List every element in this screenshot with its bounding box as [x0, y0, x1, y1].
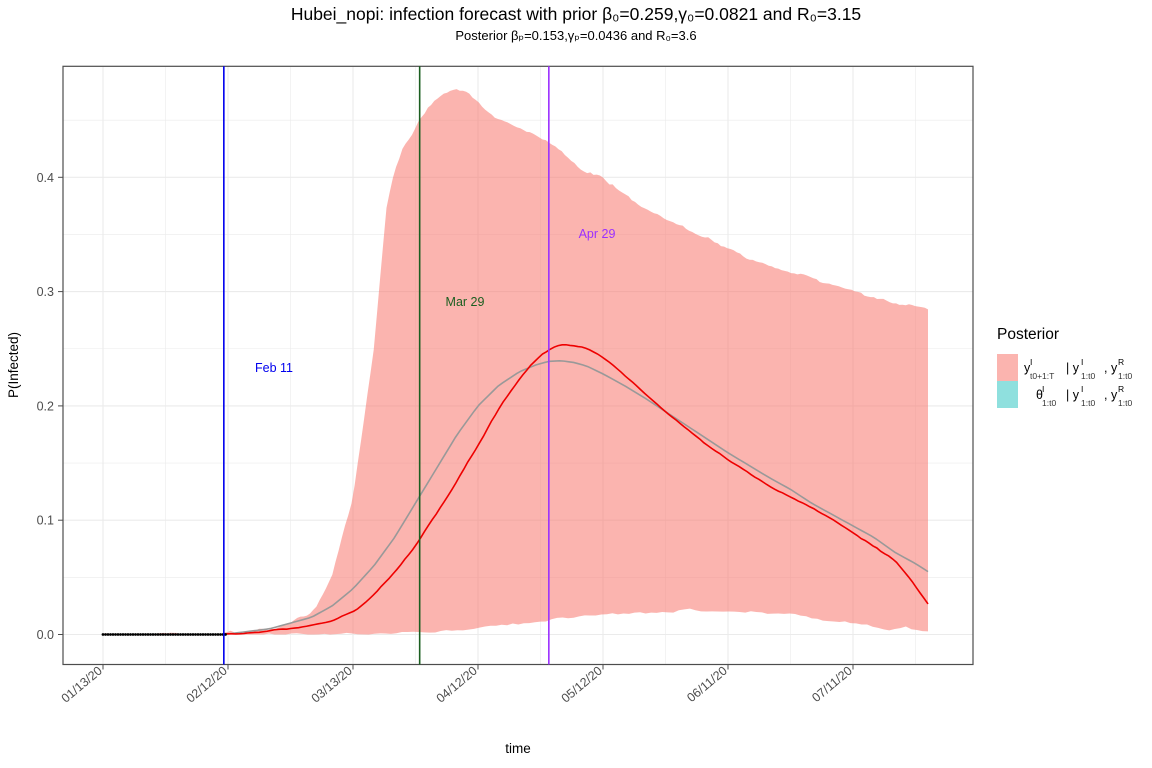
- svg-text:Mar 29: Mar 29: [446, 295, 485, 309]
- svg-text:, y: , y: [1104, 361, 1118, 375]
- svg-text:1:t0: 1:t0: [1081, 371, 1095, 381]
- svg-text:0.1: 0.1: [37, 514, 54, 528]
- svg-text:time: time: [505, 741, 531, 756]
- svg-text:, y: , y: [1104, 388, 1118, 402]
- svg-text:R: R: [1118, 357, 1124, 367]
- svg-text:I: I: [1081, 384, 1083, 394]
- svg-text:1:t0: 1:t0: [1118, 398, 1132, 408]
- svg-text:I: I: [1030, 357, 1032, 367]
- svg-text:I: I: [1042, 384, 1044, 394]
- svg-text:t0+1:T: t0+1:T: [1030, 371, 1054, 381]
- svg-text:P(Infected): P(Infected): [6, 332, 21, 398]
- svg-text:I: I: [1081, 357, 1083, 367]
- svg-text:0.3: 0.3: [37, 285, 54, 299]
- svg-text:R: R: [1118, 384, 1124, 394]
- svg-text:Feb 11: Feb 11: [255, 361, 293, 375]
- svg-text:Posterior: Posterior: [997, 326, 1059, 343]
- svg-text:Apr 29: Apr 29: [579, 227, 616, 241]
- svg-text:0.0: 0.0: [37, 628, 54, 642]
- svg-text:Posterior βₚ=0.153,γₚ=0.0436 a: Posterior βₚ=0.153,γₚ=0.0436 and R₀=3.6: [455, 28, 696, 43]
- svg-text:0.2: 0.2: [37, 399, 54, 413]
- svg-text:1:t0: 1:t0: [1081, 398, 1095, 408]
- svg-text:Hubei_nopi: infection forecast: Hubei_nopi: infection forecast with prio…: [291, 4, 861, 25]
- svg-text:| y: | y: [1066, 388, 1080, 402]
- svg-text:1:t0: 1:t0: [1118, 371, 1132, 381]
- svg-text:1:t0: 1:t0: [1042, 398, 1056, 408]
- svg-text:0.4: 0.4: [37, 171, 54, 185]
- svg-text:| y: | y: [1066, 361, 1080, 375]
